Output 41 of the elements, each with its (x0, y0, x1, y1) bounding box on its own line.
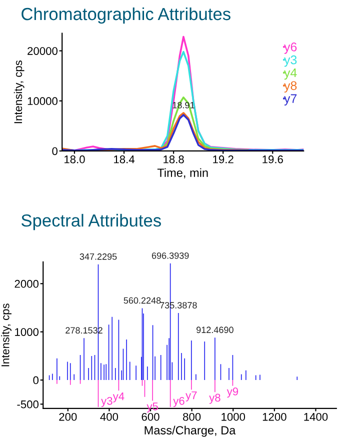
legend-label: y4 (284, 68, 297, 80)
annotation: y6 (173, 396, 184, 408)
x-tick-label: 18.0 (64, 155, 85, 164)
x-tick-label: 18.4 (114, 155, 135, 164)
x-tick-label: 1000 (222, 412, 246, 421)
annotation: y9 (226, 388, 238, 398)
annotation: 347.2295 (80, 253, 117, 260)
annotation: 560.2248 (124, 297, 161, 304)
y-tick-label: 0 (33, 376, 39, 384)
y-axis-title: Intensity, cps (1, 304, 12, 366)
annotation: y8 (209, 394, 220, 404)
legend-label: y3 (284, 55, 297, 67)
x-axis-title: Time, min (157, 168, 208, 178)
chart-title: Spectral Attributes (21, 214, 161, 230)
x-tick-label: 19.2 (213, 155, 234, 164)
y-tick-label: -500 (17, 400, 39, 408)
x-tick-label: 200 (59, 412, 77, 421)
line-series (160, 96, 249, 151)
legend-label: y6 (284, 42, 297, 54)
annotation: y3 (101, 396, 112, 408)
y-tick-label: 1000 (15, 328, 39, 336)
x-tick-label: 800 (183, 412, 201, 421)
y-tick-label: 20000 (28, 47, 58, 55)
annotation: 696.3939 (152, 252, 189, 259)
x-tick-label: 1200 (262, 412, 286, 421)
x-tick-label: 400 (100, 412, 118, 421)
x-axis-title: Mass/Charge, Da (144, 426, 236, 437)
chart-title: Chromatographic Attributes (22, 7, 230, 24)
x-tick-label: 600 (142, 412, 160, 421)
legend-label: y8 (284, 81, 297, 93)
x-tick-label: 18.8 (164, 155, 184, 164)
x-tick-label: 19.6 (262, 155, 283, 164)
y-axis-title: Intensity, cps (14, 60, 24, 124)
legend-label: y7 (284, 94, 297, 106)
x-tick-label: 1400 (304, 412, 328, 421)
annotation: 912.4690 (196, 326, 234, 334)
y-tick-label: 10000 (28, 97, 58, 106)
annotation: y7 (186, 391, 197, 402)
y-tick-label: 2000 (14, 280, 39, 288)
annotation: y4 (112, 392, 124, 402)
y-tick-label: 0 (52, 147, 58, 156)
